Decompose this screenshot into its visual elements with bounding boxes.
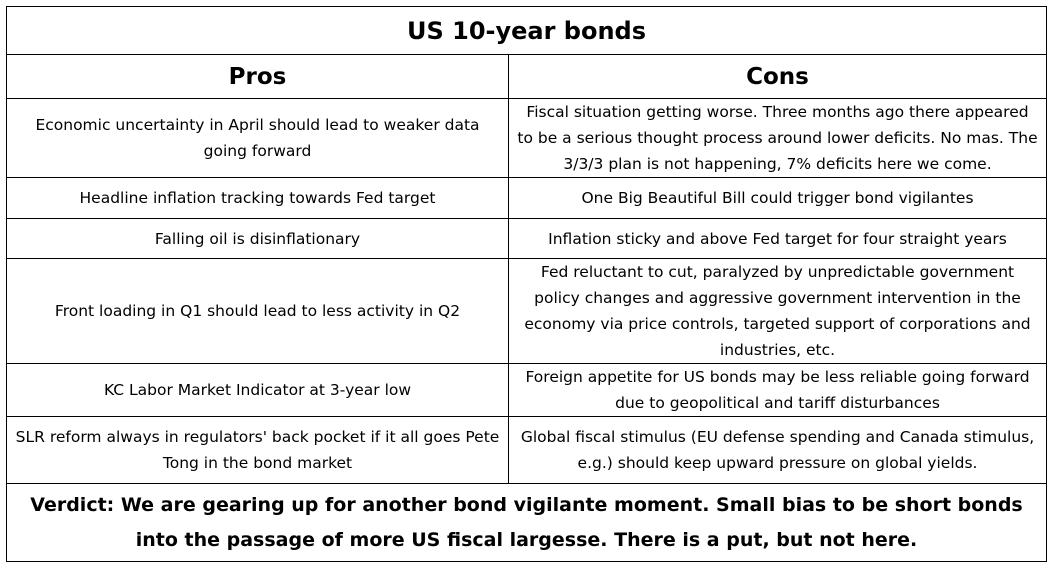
pro-cell: KC Labor Market Indicator at 3-year low [6, 363, 509, 417]
table-row: Headline inflation tracking towards Fed … [6, 177, 1048, 219]
con-cell: Inflation sticky and above Fed target fo… [507, 218, 1048, 259]
verdict-row: Verdict: We are gearing up for another b… [5, 483, 1048, 562]
table-row: Economic uncertainty in April should lea… [6, 98, 1048, 178]
table-row: SLR reform always in regulators' back po… [6, 416, 1048, 484]
con-cell: Foreign appetite for US bonds may be les… [507, 363, 1048, 417]
pro-cell: Headline inflation tracking towards Fed … [6, 177, 509, 219]
con-cell: Fiscal situation getting worse. Three mo… [507, 98, 1048, 178]
table-row: KC Labor Market Indicator at 3-year low … [6, 363, 1048, 417]
table-row: Front loading in Q1 should lead to less … [6, 258, 1048, 364]
table-row: Falling oil is disinflationary Inflation… [6, 218, 1048, 259]
pro-cell: Falling oil is disinflationary [6, 218, 509, 259]
pros-cons-table: US 10-year bonds Pros Cons Economic unce… [5, 6, 1048, 562]
pro-cell: Front loading in Q1 should lead to less … [6, 258, 509, 364]
table-title: US 10-year bonds [5, 6, 1048, 55]
cons-header: Cons [507, 54, 1048, 99]
title-row: US 10-year bonds [5, 6, 1048, 55]
pro-cell: SLR reform always in regulators' back po… [6, 416, 509, 484]
pros-header: Pros [6, 54, 509, 99]
con-cell: One Big Beautiful Bill could trigger bon… [507, 177, 1048, 219]
verdict-text: Verdict: We are gearing up for another b… [5, 483, 1048, 562]
con-cell: Global fiscal stimulus (EU defense spend… [507, 416, 1048, 484]
header-row: Pros Cons [6, 54, 1048, 99]
pro-cell: Economic uncertainty in April should lea… [6, 98, 509, 178]
con-cell: Fed reluctant to cut, paralyzed by unpre… [507, 258, 1048, 364]
